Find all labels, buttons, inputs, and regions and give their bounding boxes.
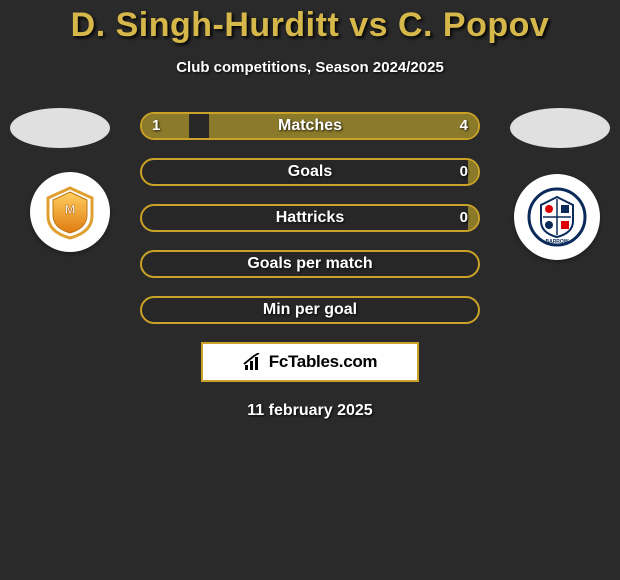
player-placeholder-left (10, 108, 110, 148)
player-placeholder-right (510, 108, 610, 148)
subtitle: Club competitions, Season 2024/2025 (0, 59, 620, 76)
brand-label: FcTables.com (269, 352, 378, 372)
comparison-panel: M BARROW 14Matches 0Goals 0Hattricks Goals … (0, 112, 620, 420)
page-title: D. Singh-Hurditt vs C. Popov (0, 0, 620, 45)
barrow-crest-icon: BARROW (527, 187, 587, 247)
stat-bar: 14Matches (140, 112, 480, 140)
stat-bar: Min per goal (140, 296, 480, 324)
club-badge-left: M (30, 172, 110, 252)
bar-label: Goals per match (142, 252, 478, 276)
stat-bar: 0Goals (140, 158, 480, 186)
bar-label: Min per goal (142, 298, 478, 322)
bar-label: Goals (142, 160, 478, 184)
stat-bars: 14Matches 0Goals 0Hattricks Goals per match… (140, 112, 480, 324)
stat-bar: 0Hattricks (140, 204, 480, 232)
bar-label: Matches (142, 114, 478, 138)
brand-chart-icon (243, 353, 265, 371)
club-badge-right: BARROW (514, 174, 600, 260)
svg-text:BARROW: BARROW (545, 239, 568, 245)
bar-label: Hattricks (142, 206, 478, 230)
date-label: 11 february 2025 (0, 402, 620, 420)
stat-bar: Goals per match (140, 250, 480, 278)
brand-box: FcTables.com (201, 342, 419, 382)
svg-text:M: M (65, 202, 76, 217)
mk-dons-crest-icon: M (42, 184, 98, 240)
